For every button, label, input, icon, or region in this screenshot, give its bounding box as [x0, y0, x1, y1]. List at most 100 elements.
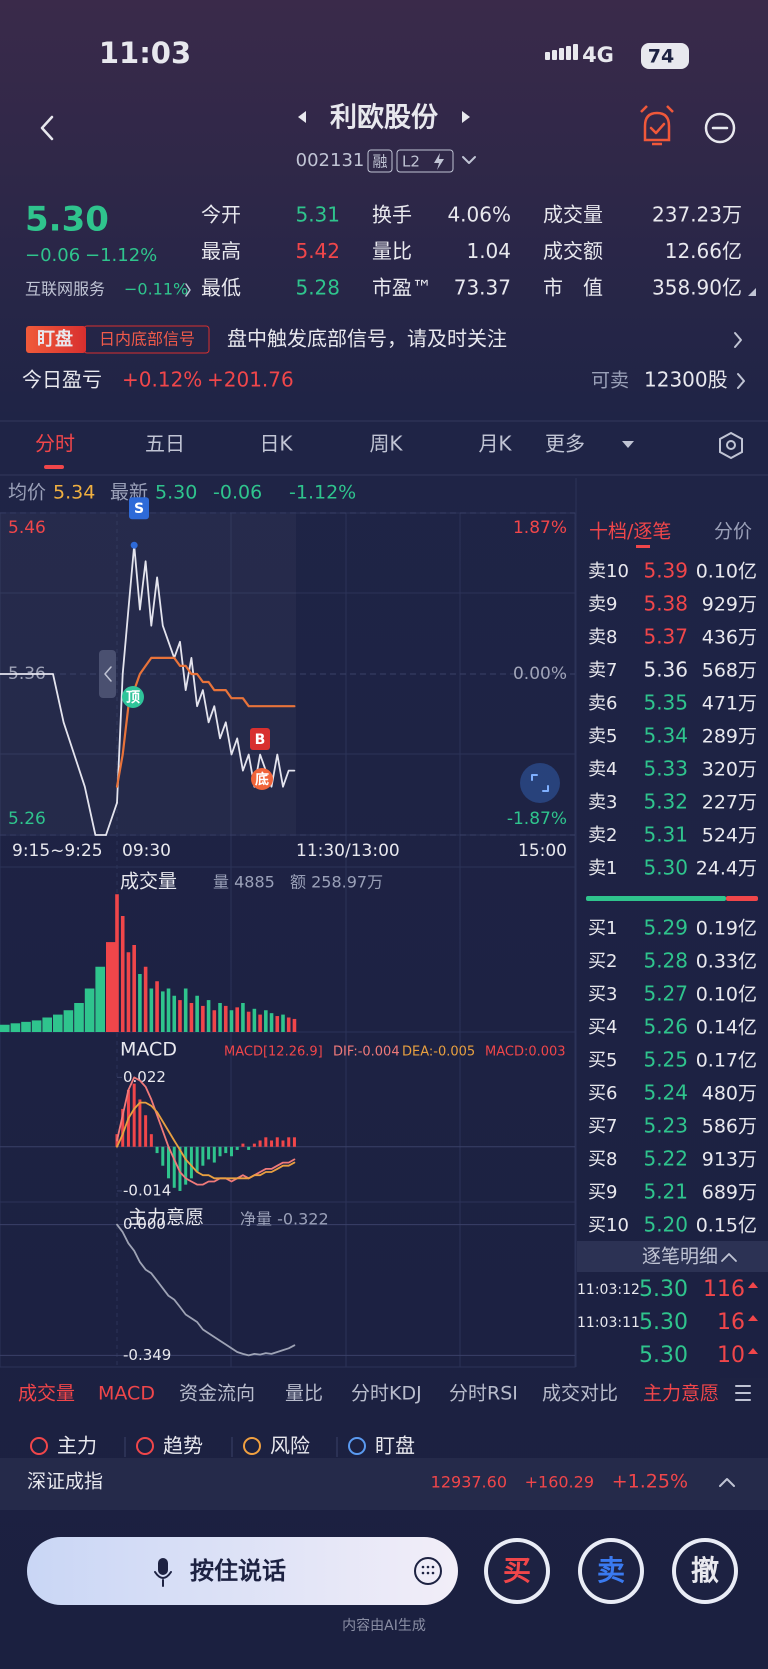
- period-tab[interactable]: 更多: [545, 432, 585, 456]
- book-price: 5.22: [643, 1147, 688, 1171]
- indicator-tab[interactable]: 分时KDJ: [351, 1383, 422, 1405]
- book-volume: 568万: [702, 660, 757, 682]
- period-tab[interactable]: 分时: [35, 432, 75, 456]
- macd-bar: [264, 1137, 268, 1147]
- volume-bar: [31, 1020, 42, 1032]
- volume-bar: [281, 1014, 285, 1032]
- macd-bar: [212, 1146, 216, 1163]
- macd-line: [116, 1076, 296, 1186]
- volume-bar: [286, 1017, 291, 1032]
- key-dot: [426, 1565, 430, 1569]
- volume-bar: [258, 1014, 262, 1032]
- tool[interactable]: 风险: [270, 1434, 310, 1458]
- signal-marker[interactable]: [122, 686, 144, 708]
- alarm-check: [649, 122, 666, 135]
- volume-bar: [269, 1013, 274, 1032]
- buy-label[interactable]: 买: [503, 1554, 531, 1587]
- period-tab[interactable]: 周K: [369, 432, 403, 456]
- indicator-tab[interactable]: 量比: [285, 1383, 323, 1405]
- tool-icon: [136, 1437, 154, 1455]
- minus-icon[interactable]: [704, 112, 736, 144]
- macd-bar: [218, 1146, 222, 1157]
- voice-label[interactable]: 按住说话: [190, 1557, 286, 1585]
- trades-title[interactable]: 逐笔明细: [642, 1246, 718, 1268]
- trade-arrow: [748, 1282, 758, 1288]
- battery-level: 74: [648, 46, 674, 68]
- next-stock[interactable]: [462, 111, 470, 123]
- indicator-tab[interactable]: 成交对比: [542, 1383, 618, 1405]
- book-price: 5.23: [643, 1114, 688, 1138]
- cancel-label[interactable]: 撤: [691, 1554, 719, 1587]
- book-level: 买4: [588, 1017, 617, 1038]
- period-tab[interactable]: 日K: [259, 432, 293, 456]
- back-button[interactable]: [40, 115, 54, 141]
- field-label: 最高: [201, 239, 241, 263]
- price-dist-tab[interactable]: 分价: [714, 521, 752, 543]
- signal-marker[interactable]: [251, 768, 273, 790]
- more-caret: [622, 441, 634, 448]
- fullscreen-btn[interactable]: [520, 763, 560, 803]
- marker-text: 底: [255, 771, 269, 788]
- volume-bar: [206, 1000, 211, 1032]
- indicator-tab[interactable]: 资金流向: [179, 1383, 255, 1405]
- book-volume: 0.19亿: [696, 918, 757, 940]
- indicator-tab[interactable]: 成交量: [18, 1383, 75, 1405]
- macd-bar: [275, 1137, 279, 1147]
- book-volume: 480万: [702, 1083, 757, 1105]
- indicator-tab[interactable]: 主力意愿: [643, 1383, 719, 1405]
- period-tab[interactable]: 五日: [145, 432, 185, 456]
- tool[interactable]: 盯盘: [375, 1434, 415, 1458]
- volume-bar: [53, 1014, 63, 1032]
- sell-label[interactable]: 卖: [597, 1554, 625, 1587]
- book-level: 卖2: [588, 825, 617, 846]
- tool-icon: [30, 1437, 48, 1455]
- book-volume: 689万: [702, 1182, 757, 1204]
- volume-bar: [241, 1003, 245, 1032]
- prev-stock[interactable]: [298, 111, 306, 123]
- trade-price: 5.30: [639, 1277, 688, 1302]
- indicator-tab[interactable]: MACD: [98, 1383, 155, 1405]
- keyboard-icon[interactable]: [414, 1557, 442, 1585]
- book-volume: 320万: [702, 759, 757, 781]
- stock-code: 002131: [296, 150, 365, 171]
- last-price: 5.30: [25, 200, 109, 240]
- volume-bar: [106, 942, 116, 1032]
- signal-marker[interactable]: [129, 497, 149, 520]
- series-line: [116, 544, 296, 804]
- volume-bar: [132, 945, 136, 1032]
- trade-time: 11:03:12: [577, 1282, 640, 1298]
- book-level: 买9: [588, 1182, 617, 1203]
- signal-label-bg: [83, 325, 210, 354]
- trade-volume: 16: [717, 1310, 745, 1335]
- book-volume: 0.15亿: [696, 1215, 757, 1237]
- voice-button[interactable]: [27, 1537, 458, 1605]
- key-dot: [426, 1571, 430, 1575]
- pnl-label: 今日盈亏: [22, 368, 102, 392]
- panel-title: 主力意愿: [128, 1207, 204, 1229]
- collapse-chevron: [104, 666, 112, 682]
- settings-dot: [726, 440, 736, 450]
- macd-bar: [258, 1140, 262, 1147]
- signal-text: 盘中触发底部信号，请及时关注: [227, 327, 507, 351]
- alarm-icon[interactable]: [640, 105, 674, 146]
- macd-bar: [189, 1146, 193, 1179]
- series-line: [115, 656, 296, 788]
- book-price: 5.24: [643, 1081, 688, 1105]
- signal-bar: [559, 48, 564, 60]
- tab-underline: [44, 465, 64, 469]
- settings-icon[interactable]: [719, 431, 743, 460]
- field-value: 237.23万: [652, 203, 742, 227]
- book-level: 买10: [588, 1215, 629, 1236]
- book-level: 卖9: [588, 594, 617, 615]
- collapse-handle[interactable]: [99, 650, 116, 698]
- indicator-tab[interactable]: 分时RSI: [449, 1383, 518, 1405]
- tool[interactable]: 趋势: [163, 1434, 203, 1458]
- macd-bar: [195, 1146, 199, 1173]
- tool[interactable]: 主力: [57, 1434, 97, 1458]
- period-tab[interactable]: 月K: [478, 432, 512, 456]
- signal-marker[interactable]: [250, 728, 270, 750]
- ratio-bar-green: [586, 896, 726, 901]
- book-tab[interactable]: 十档/逐笔: [589, 521, 671, 543]
- book-price: 5.28: [643, 949, 688, 973]
- marker-text: 顶: [126, 690, 140, 706]
